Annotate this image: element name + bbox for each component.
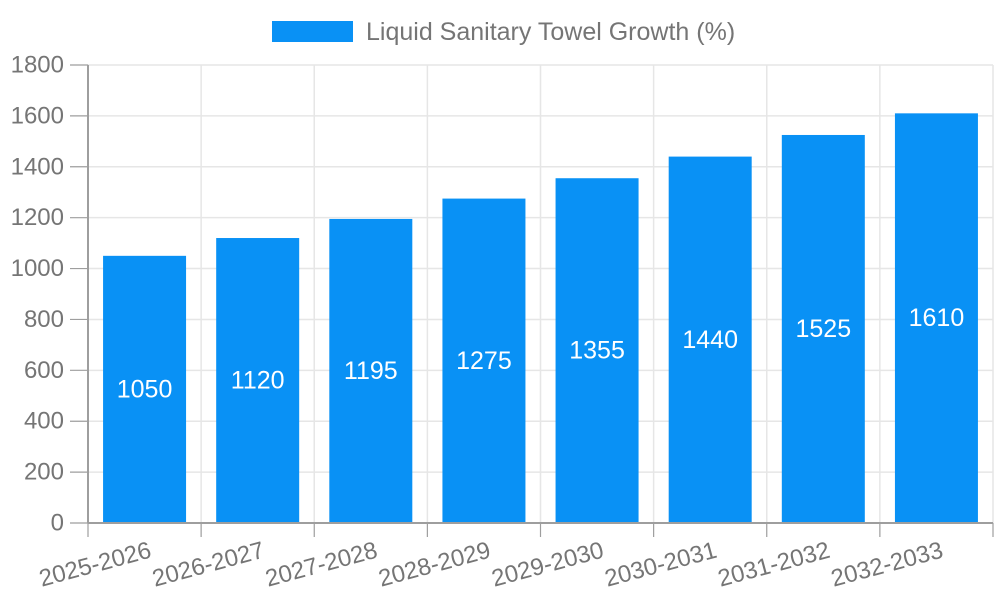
bar-value-label: 1050 (117, 375, 173, 403)
x-axis-tick-label: 2028-2029 (376, 537, 494, 593)
x-axis-tick-label: 2031-2032 (715, 537, 833, 593)
bar-value-label: 1355 (569, 337, 625, 365)
bar (216, 238, 300, 523)
legend-label: Liquid Sanitary Towel Growth (%) (366, 18, 735, 46)
bar (781, 134, 865, 523)
bar (329, 218, 413, 523)
bar-value-label: 1610 (909, 304, 965, 332)
y-axis-tick-label: 1800 (11, 52, 64, 79)
bar (555, 178, 639, 523)
x-axis-tick-label: 2025-2026 (36, 537, 154, 593)
bar-value-label: 1440 (682, 326, 738, 354)
y-axis-tick-label: 600 (24, 357, 64, 384)
y-axis-tick-label: 1400 (11, 153, 64, 180)
bar (442, 198, 526, 524)
y-axis-tick-label: 400 (24, 408, 64, 435)
x-axis-tick-label: 2027-2028 (263, 537, 381, 593)
y-axis-tick-label: 1200 (11, 204, 64, 231)
bar (668, 156, 752, 523)
x-axis-tick-label: 2030-2031 (602, 537, 720, 593)
bar (894, 113, 978, 523)
bar-value-label: 1275 (456, 347, 512, 375)
bar-value-label: 1120 (231, 367, 285, 395)
y-axis-tick-label: 800 (24, 306, 64, 333)
legend-swatch (272, 21, 353, 42)
bar-value-label: 1195 (344, 357, 398, 385)
y-axis-tick-label: 200 (24, 459, 64, 486)
y-axis-tick-label: 1000 (11, 255, 64, 282)
x-axis-tick-label: 2029-2030 (489, 537, 607, 593)
bar-value-label: 1525 (796, 315, 852, 343)
y-axis-tick-label: 1600 (11, 102, 64, 129)
x-axis-tick-label: 2026-2027 (149, 537, 267, 593)
x-axis-tick-label: 2032-2033 (828, 537, 946, 593)
y-axis-tick-label: 0 (51, 510, 64, 537)
bar (103, 255, 187, 524)
